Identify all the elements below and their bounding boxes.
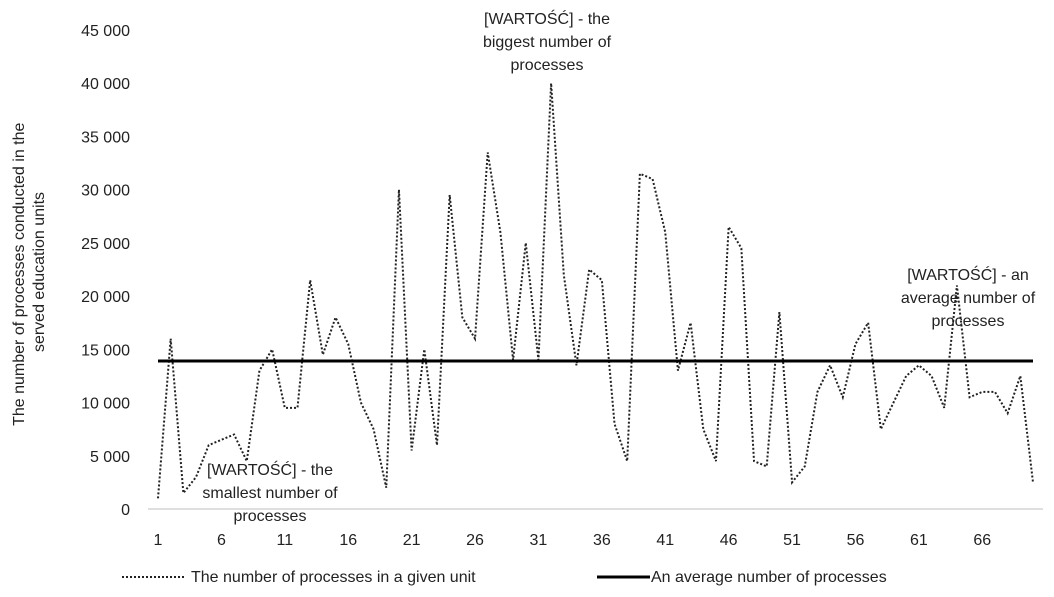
y-axis-title: The number of processes conducted in the… [11, 118, 48, 426]
y-tick-label: 5 000 [90, 449, 130, 466]
y-tick-label: 25 000 [81, 236, 130, 253]
y-tick-label: 30 000 [81, 183, 130, 200]
x-tick-label: 36 [593, 532, 611, 549]
x-tick-label: 26 [466, 532, 484, 549]
y-axis-ticks: 0 5 000 10 000 15 000 20 000 25 000 30 000 35 0… [81, 23, 130, 519]
x-tick-label: 41 [656, 532, 674, 549]
legend-label-processes: The number of processes in a given unit [191, 569, 476, 586]
annotation-max: [WARTOŚĆ] - the biggest number of processe… [483, 9, 612, 74]
y-tick-label: 45 000 [81, 23, 130, 40]
x-tick-label: 1 [154, 532, 163, 549]
series-line-processes [157, 83, 1034, 499]
x-tick-label: 46 [720, 532, 738, 549]
x-tick-label: 31 [530, 532, 548, 549]
y-tick-label: 0 [121, 502, 130, 519]
y-tick-label: 20 000 [81, 289, 130, 306]
legend-label-average: An average number of processes [651, 569, 887, 586]
legend: The number of processes in a given unit A… [122, 569, 887, 586]
x-tick-label: 61 [910, 532, 928, 549]
x-tick-label: 21 [403, 532, 421, 549]
x-axis-ticks: 1 6 11 16 21 26 31 36 41 46 51 56 61 66 [154, 532, 992, 549]
x-tick-label: 66 [973, 532, 991, 549]
x-tick-label: 6 [217, 532, 226, 549]
series-group [157, 83, 1034, 499]
annotations: [WARTOŚĆ] - the smallest number of process… [202, 9, 1035, 525]
x-tick-label: 51 [783, 532, 801, 549]
x-tick-label: 56 [847, 532, 865, 549]
annotation-avg: [WARTOŚĆ] - an average number of processes [901, 265, 1036, 330]
y-tick-label: 40 000 [81, 76, 130, 93]
annotation-min: [WARTOŚĆ] - the smallest number of process… [202, 460, 338, 525]
x-tick-label: 11 [277, 532, 294, 549]
x-tick-label: 16 [339, 532, 357, 549]
y-tick-label: 35 000 [81, 129, 130, 146]
y-tick-label: 15 000 [81, 342, 130, 359]
y-tick-label: 10 000 [81, 396, 130, 413]
